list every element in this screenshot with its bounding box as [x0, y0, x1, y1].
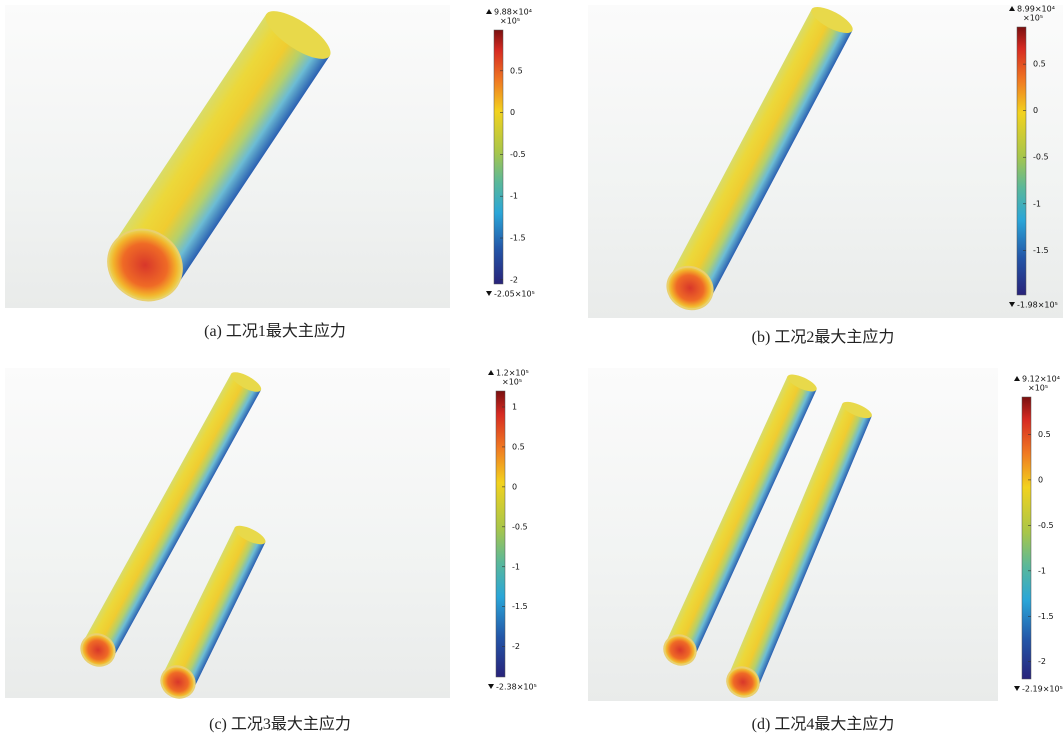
colorbar-tick-label: 0.5 [510, 66, 523, 75]
colorbar-tick-label: -0.5 [512, 522, 528, 531]
caption: (b) 工况2最大主应力 [752, 327, 895, 346]
min-label: -2.19×10⁵ [1022, 685, 1063, 694]
colorbar-tick-label: 0 [510, 108, 515, 117]
min-arrow [486, 291, 492, 296]
colorbar-tick-label: 0 [512, 482, 517, 491]
colorbar-tick-label: -2 [1038, 657, 1046, 666]
scale-label: ×10⁵ [500, 17, 520, 26]
max-label: 9.12×10⁴ [1022, 375, 1060, 384]
max-label: 9.88×10⁴ [494, 8, 532, 17]
colorbar-tick-label: -1.5 [1033, 246, 1049, 255]
colorbar-tick-label: 0.5 [512, 442, 525, 451]
min-label: -2.05×10⁵ [494, 290, 535, 299]
scale-label: ×10⁵ [1028, 384, 1048, 393]
colorbar-tick-label: 0.5 [1033, 60, 1046, 69]
max-arrow [1014, 376, 1020, 381]
caption: (d) 工况4最大主应力 [752, 714, 895, 733]
colorbar-tick-label: -1 [1033, 199, 1041, 208]
colorbar-tick-label: -1 [512, 562, 520, 571]
max-arrow [486, 9, 492, 14]
colorbar [1017, 27, 1026, 295]
min-label: -2.38×10⁵ [496, 683, 537, 692]
colorbar-tick-label: -1 [510, 192, 518, 201]
colorbar-tick-label: 0 [1033, 106, 1038, 115]
colorbar-tick-label: -0.5 [1038, 521, 1054, 530]
scale-label: ×10⁵ [502, 378, 522, 387]
min-arrow [488, 684, 494, 689]
scale-label: ×10⁵ [1023, 14, 1043, 23]
colorbar-tick-label: 1 [512, 402, 517, 411]
colorbar-tick-label: -2 [510, 275, 518, 284]
colorbar-tick-label: -1.5 [512, 602, 528, 611]
figure: 9.88×10⁴×10⁵-2.05×10⁵0.50-0.5-1-1.5-2(a)… [0, 0, 1063, 739]
colorbar-tick-label: 0 [1038, 475, 1043, 484]
min-arrow [1014, 686, 1020, 691]
colorbar-tick-label: -1 [1038, 566, 1046, 575]
max-label: 1.2×10⁵ [496, 369, 529, 378]
colorbar-tick-label: -0.5 [1033, 153, 1049, 162]
colorbar-tick-label: -1.5 [1038, 612, 1054, 621]
colorbar-tick-label: -0.5 [510, 150, 526, 159]
colorbar-tick-label: -1.5 [510, 234, 526, 243]
min-label: -1.98×10⁵ [1017, 301, 1058, 310]
caption: (c) 工况3最大主应力 [209, 714, 351, 733]
caption: (a) 工况1最大主应力 [204, 321, 346, 340]
colorbar [494, 30, 503, 284]
colorbar-tick-label: 0.5 [1038, 430, 1051, 439]
colorbar-tick-label: -2 [512, 642, 520, 651]
colorbar [496, 391, 505, 677]
max-label: 8.99×10⁴ [1017, 5, 1055, 14]
max-arrow [488, 370, 494, 375]
colorbar [1022, 397, 1031, 679]
